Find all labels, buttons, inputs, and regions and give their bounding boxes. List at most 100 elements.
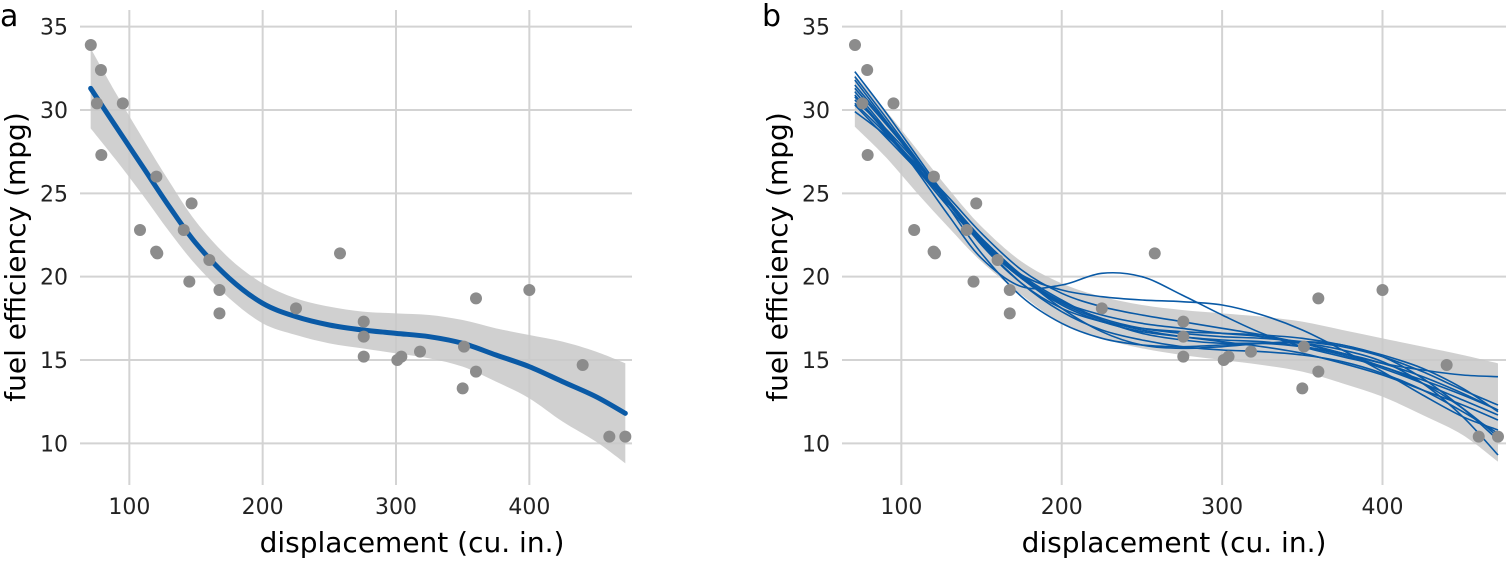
- panel-a-data-point: [151, 247, 164, 260]
- panel-a-y-axis-title: fuel efficiency (mpg): [0, 112, 32, 402]
- panel-b-confidence-band: [854, 75, 1498, 462]
- panel-a-data-point: [395, 350, 408, 363]
- panel-a-y-tick-label: 30: [40, 99, 68, 124]
- panel-a-data-point: [470, 365, 482, 378]
- panel-b-data-point: [856, 97, 869, 110]
- panel-b-data-point: [1244, 345, 1257, 358]
- panel-a-data-point: [470, 292, 482, 305]
- panel-b-fit-layer: [854, 71, 1499, 456]
- panel-a-data-point: [116, 97, 129, 110]
- panel-a-y-tick-label: 35: [40, 16, 68, 41]
- panel-b-data-point: [1312, 292, 1325, 305]
- panel-b-data-point: [848, 39, 861, 51]
- panel-a-data-point: [177, 224, 190, 236]
- panel-b-bootstrap-fit-line: [854, 94, 1499, 416]
- panel-a-data-point: [94, 64, 107, 76]
- panel-b-band-layer: [854, 75, 1498, 462]
- panel-a-y-tick-label: 15: [40, 349, 68, 374]
- panel-b-data-point: [970, 197, 983, 210]
- panel-b-bootstrap-fit-line: [854, 91, 1499, 438]
- panel-b-data-point: [1177, 350, 1190, 363]
- panel-b-data-point: [1003, 307, 1016, 320]
- panel-a-data-point: [290, 302, 302, 315]
- panel-a-data-point: [150, 170, 163, 183]
- panel-a-x-axis-title: displacement (cu. in.): [260, 526, 565, 559]
- panel-b-data-point: [991, 254, 1004, 266]
- panel-a-x-tick-label: 200: [242, 495, 284, 520]
- panel-b-x-tick-label: 400: [1362, 495, 1404, 520]
- panel-b-data-point: [1312, 365, 1325, 378]
- panel-a-x-tick-label: 100: [108, 495, 150, 520]
- panel-a-point-layer: [84, 39, 632, 443]
- panel-a-x-ticks: 100 200 300 400: [108, 495, 550, 520]
- panel-a-data-point: [213, 307, 226, 320]
- panel-b-y-tick-label: 20: [802, 266, 830, 291]
- panel-b-data-point: [1095, 302, 1108, 315]
- panel-b-data-point: [1296, 382, 1309, 395]
- panel-a-band-layer: [90, 48, 626, 464]
- panel-a-data-point: [84, 39, 97, 51]
- panel-b-data-point: [1440, 359, 1453, 371]
- panel-a-data-point: [334, 247, 346, 260]
- panel-b-y-tick-label: 30: [802, 99, 830, 124]
- panel-a-y-tick-label: 10: [40, 432, 68, 457]
- panel-a-data-point: [357, 315, 370, 328]
- panel-a-data-point: [90, 97, 103, 110]
- panel-b-y-tick-label: 15: [802, 349, 830, 374]
- panel-b-x-tick-label: 100: [880, 495, 922, 520]
- panel-b-gridlines: [842, 10, 1506, 485]
- panel-b-bootstrap-fit-line: [854, 102, 1499, 431]
- panel-a-confidence-band: [90, 48, 626, 464]
- panel-a-data-point: [185, 197, 198, 210]
- panel-b-data-point: [1491, 430, 1504, 443]
- panel-a-x-tick-label: 300: [375, 495, 417, 520]
- panel-b-data-point: [1297, 340, 1310, 353]
- panel-b-data-point: [960, 224, 973, 236]
- panel-b-x-axis-title: displacement (cu. in.): [1022, 526, 1327, 559]
- panel-a-y-tick-label: 20: [40, 266, 68, 291]
- panel-b-x-tick-label: 300: [1201, 495, 1243, 520]
- panel-b-y-tick-label: 25: [802, 182, 830, 207]
- panel-a-data-point: [523, 284, 536, 296]
- panel-a-data-point: [458, 340, 470, 353]
- panel-a-data-point: [357, 350, 370, 363]
- panel-a-data-point: [183, 275, 196, 288]
- panel-b-data-point: [929, 247, 942, 260]
- panel-b-y-tick-label: 35: [802, 16, 830, 41]
- panel-a-y-ticks: 10 15 20 25 30 35: [40, 16, 68, 458]
- panel-b-data-point: [1472, 430, 1485, 443]
- panel-a-fit-line: [88, 85, 628, 416]
- panel-b-y-ticks: 10 15 20 25 30 35: [802, 16, 830, 458]
- panel-b-data-point: [1177, 315, 1190, 328]
- panel-a-data-point: [357, 330, 370, 343]
- panel-b-data-point: [887, 97, 900, 110]
- panel-b-data-point: [1148, 247, 1161, 260]
- panel-b-point-layer: [848, 39, 1504, 443]
- panel-b-data-point: [861, 64, 874, 76]
- panel-a-y-tick-label: 25: [40, 182, 68, 207]
- panel-a-label: a: [0, 0, 18, 34]
- panel-b-y-axis-title: fuel efficiency (mpg): [761, 112, 794, 402]
- panel-a-gridlines: [80, 10, 632, 485]
- panel-b-bootstrap-fit-line: [854, 111, 1499, 378]
- panel-a-data-point: [456, 382, 469, 395]
- panel-b-data-point: [1376, 284, 1389, 296]
- panel-b-data-point: [908, 224, 921, 236]
- panel-b-y-tick-label: 10: [802, 432, 830, 457]
- panel-b-x-tick-label: 200: [1041, 495, 1083, 520]
- panel-b-data-point: [861, 149, 874, 161]
- panel-a-data-point: [134, 224, 146, 236]
- panel-b-data-point: [967, 275, 980, 288]
- panel-b-label: b: [762, 0, 781, 34]
- panel-a-data-point: [603, 430, 616, 443]
- panel-a-x-tick-label: 400: [508, 495, 550, 520]
- panel-b: b 100 200 300 400 10 15 20 25 30 35 displacement…: [761, 0, 1506, 559]
- panel-b-data-point: [1177, 330, 1190, 343]
- panel-b-x-ticks: 100 200 300 400: [880, 495, 1403, 520]
- panel-b-data-point: [1222, 350, 1235, 363]
- panel-a-data-point: [95, 149, 108, 161]
- panel-a: a 100 200 300 400 10 15 20 25 30 35 displacement…: [0, 0, 632, 559]
- panel-a-data-point: [619, 430, 632, 443]
- panel-a-data-point: [203, 254, 216, 266]
